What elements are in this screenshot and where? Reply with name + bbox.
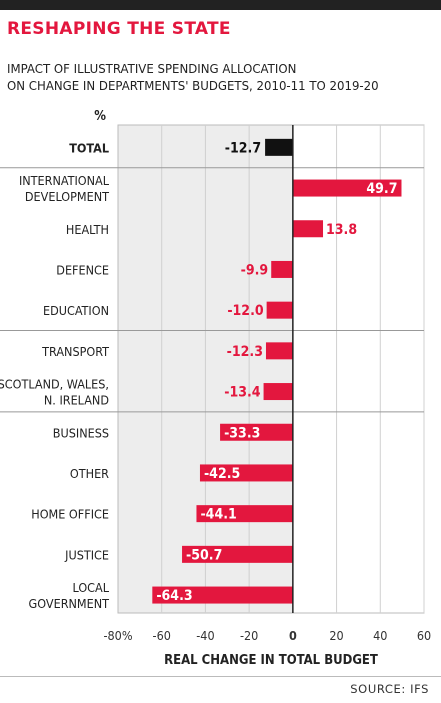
category-label-line: TOTAL [69, 140, 109, 155]
category-label-line: INTERNATIONAL [19, 173, 110, 188]
x-tick-label: -40 [196, 628, 214, 643]
category-label: HOME OFFICE [31, 507, 109, 522]
x-tick-label: 40 [373, 628, 387, 643]
top-bar [0, 0, 441, 10]
bar [220, 423, 293, 441]
x-axis-title: REAL CHANGE IN TOTAL BUDGET [164, 653, 378, 668]
x-tick-label: -60 [153, 628, 171, 643]
bar-chart: % -12.7 TOTAL 49.7 INTERNATIONAL DEVELOPMENT 1… [0, 109, 431, 668]
category-label-line: LOCAL [73, 580, 110, 595]
category-label: LOCAL GOVERNMENT [29, 580, 110, 611]
category-label-total: TOTAL [69, 140, 109, 155]
data-label: -50.7 [186, 547, 222, 563]
x-tick-label: -20 [240, 628, 258, 643]
subtitle-line-1: IMPACT OF ILLUSTRATIVE SPENDING ALLOCATI… [7, 61, 297, 76]
category-label-line: HOME OFFICE [31, 507, 109, 522]
bottom-rule [0, 676, 441, 677]
unit-label: % [94, 109, 106, 124]
data-label: -33.3 [224, 425, 260, 441]
bar [263, 383, 293, 401]
data-label: -12.0 [227, 303, 264, 319]
category-label-line: BUSINESS [53, 425, 109, 440]
category-label: HEALTH [66, 222, 109, 237]
category-label: DEFENCE [56, 262, 109, 277]
x-tick-label: 60 [417, 628, 431, 643]
data-label: 13.8 [326, 222, 357, 238]
headline: RESHAPING THE STATE [7, 19, 231, 39]
bar-total [265, 138, 293, 156]
category-label-line: DEFENCE [56, 262, 109, 277]
category-label-line: JUSTICE [64, 547, 109, 562]
category-label-line: HEALTH [66, 222, 109, 237]
data-label: -12.3 [227, 344, 263, 360]
category-label-line: GOVERNMENT [29, 596, 110, 611]
bar [266, 301, 293, 319]
x-tick-label: -80% [103, 628, 132, 643]
category-label: INTERNATIONAL DEVELOPMENT [19, 173, 110, 204]
category-label: SCOTLAND, WALES, N. IRELAND [0, 377, 109, 408]
data-label: 49.7 [366, 181, 397, 197]
category-label-line: EDUCATION [43, 303, 109, 318]
subtitle-line-2: ON CHANGE IN DEPARTMENTS' BUDGETS, 2010-… [7, 78, 379, 93]
bar [199, 464, 293, 482]
x-tick-label: 20 [329, 628, 343, 643]
category-label-line: OTHER [70, 466, 109, 481]
category-label-line: SCOTLAND, WALES, [0, 377, 109, 392]
data-label: -9.9 [241, 262, 269, 278]
data-label: -64.3 [156, 588, 192, 604]
category-label-line: TRANSPORT [41, 344, 109, 359]
category-label-line: N. IRELAND [44, 393, 109, 408]
bar [182, 545, 293, 563]
data-label: -44.1 [200, 507, 236, 523]
data-label: -13.4 [224, 385, 261, 401]
bar [292, 179, 402, 197]
bar [265, 342, 293, 360]
category-label: JUSTICE [64, 547, 109, 562]
bar [271, 260, 293, 278]
category-label: TRANSPORT [41, 344, 109, 359]
x-tick-label: 0 [289, 628, 297, 643]
bar [196, 505, 293, 523]
bar [152, 586, 293, 604]
data-label: -42.5 [204, 466, 240, 482]
category-label: OTHER [70, 466, 109, 481]
bar [292, 220, 324, 238]
source-note: SOURCE: IFS [350, 682, 429, 696]
chart-subtitle: IMPACT OF ILLUSTRATIVE SPENDING ALLOCATI… [7, 60, 409, 94]
category-label: EDUCATION [43, 303, 109, 318]
category-label-line: DEVELOPMENT [25, 189, 109, 204]
data-label: -12.7 [225, 140, 261, 156]
category-label: BUSINESS [53, 425, 109, 440]
